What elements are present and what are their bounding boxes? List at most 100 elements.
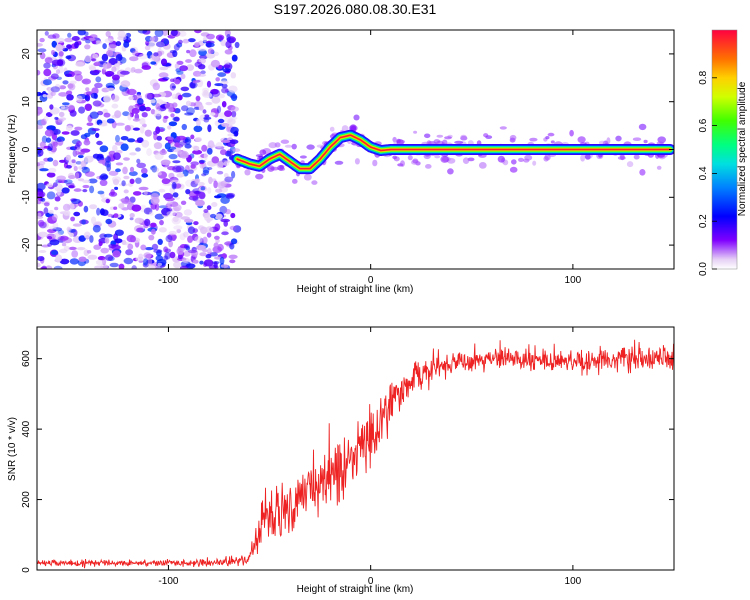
- ridge-halo: [547, 132, 555, 137]
- noise-blob: [131, 204, 142, 212]
- noise-blob: [49, 239, 60, 246]
- noise-blob: [187, 249, 198, 254]
- noise-blob: [39, 168, 49, 172]
- noise-blob: [105, 156, 111, 163]
- noise-blob: [123, 257, 134, 265]
- snr-panel: -100 0 100 0 200 400 600 Height of straight li…: [7, 326, 675, 595]
- noise-blob: [213, 242, 219, 249]
- noise-blob: [216, 105, 222, 114]
- noise-blob: [92, 100, 102, 107]
- noise-blob: [66, 165, 72, 169]
- noise-blob: [98, 241, 103, 247]
- noise-blob: [65, 154, 72, 161]
- ridge-halo: [656, 141, 664, 145]
- ridge-halo: [303, 173, 312, 181]
- noise-blob: [224, 176, 234, 183]
- noise-blob: [108, 58, 118, 65]
- noise-blob: [171, 93, 178, 100]
- noise-blob: [37, 256, 45, 262]
- noise-blob: [139, 105, 147, 112]
- noise-blob: [187, 169, 194, 174]
- noise-blob: [224, 208, 231, 215]
- noise-blob: [81, 78, 91, 85]
- ridge-halo: [334, 160, 344, 165]
- ridge-halo: [400, 160, 405, 167]
- noise-blob: [214, 213, 223, 220]
- noise-blob: [187, 235, 194, 243]
- noise-blob: [37, 147, 42, 155]
- noise-blob: [125, 249, 133, 256]
- noise-blob: [81, 219, 86, 225]
- noise-blob: [107, 213, 113, 218]
- ridge-halo: [615, 135, 622, 142]
- noise-blob: [188, 190, 199, 198]
- noise-blob: [45, 112, 53, 118]
- ridge-halo: [306, 144, 315, 150]
- noise-blob: [188, 81, 198, 89]
- noise-blob: [203, 259, 214, 267]
- noise-blob: [220, 149, 227, 156]
- noise-blob: [111, 94, 120, 103]
- ridge-halo: [638, 123, 647, 131]
- noise-blob: [41, 118, 47, 126]
- ridge-halo: [499, 126, 507, 130]
- noise-blob: [135, 256, 145, 262]
- ridge-halo: [292, 178, 298, 184]
- noise-blob: [65, 55, 72, 60]
- noise-blob: [187, 38, 196, 43]
- noise-blob: [198, 63, 206, 70]
- noise-blob: [151, 243, 159, 251]
- noise-blob: [170, 30, 178, 37]
- noise-blob: [138, 253, 144, 260]
- noise-blob: [129, 178, 135, 184]
- noise-blob: [59, 159, 66, 163]
- noise-blob: [60, 105, 66, 110]
- noise-blob: [89, 185, 95, 194]
- noise-blob: [123, 41, 130, 48]
- noise-blob: [184, 112, 194, 116]
- noise-blob: [192, 259, 199, 264]
- ridge-halo: [657, 136, 666, 144]
- noise-blob: [38, 161, 46, 166]
- noise-blob: [77, 178, 85, 182]
- noise-blob: [221, 101, 227, 108]
- noise-blob: [39, 37, 45, 43]
- noise-blob: [161, 178, 171, 185]
- spectrogram-xtick-label: 100: [565, 275, 582, 286]
- noise-blob: [216, 170, 224, 175]
- noise-blob: [101, 53, 109, 62]
- noise-blob: [86, 91, 93, 96]
- noise-blob: [153, 132, 158, 141]
- noise-blob: [54, 116, 59, 120]
- noise-blob: [73, 211, 81, 217]
- noise-blob: [51, 213, 58, 221]
- noise-blob: [169, 83, 176, 91]
- noise-blob: [196, 73, 207, 77]
- noise-blob: [61, 242, 67, 247]
- snr-line-group: [37, 339, 674, 569]
- noise-blob: [47, 157, 54, 162]
- noise-blob: [77, 30, 86, 36]
- noise-blob: [183, 209, 193, 216]
- noise-blob: [167, 200, 173, 205]
- ridge-halo: [436, 134, 444, 138]
- ridge-halo: [425, 164, 432, 169]
- noise-blob: [181, 123, 187, 131]
- noise-blob: [181, 92, 192, 98]
- noise-blob: [183, 231, 189, 238]
- noise-blob: [95, 76, 102, 83]
- noise-blob: [223, 64, 231, 69]
- ridge-halo: [259, 149, 267, 156]
- noise-blob: [83, 205, 89, 213]
- noise-blob: [111, 66, 117, 73]
- noise-blob: [194, 137, 202, 142]
- noise-blob: [65, 125, 73, 132]
- noise-blob: [73, 165, 78, 172]
- noise-blob: [176, 149, 182, 155]
- noise-blob: [42, 79, 52, 86]
- ridge-halo: [270, 166, 279, 171]
- noise-blob: [185, 59, 192, 63]
- ridge-halo: [440, 155, 450, 163]
- noise-blob: [143, 252, 152, 259]
- noise-blob: [180, 86, 190, 92]
